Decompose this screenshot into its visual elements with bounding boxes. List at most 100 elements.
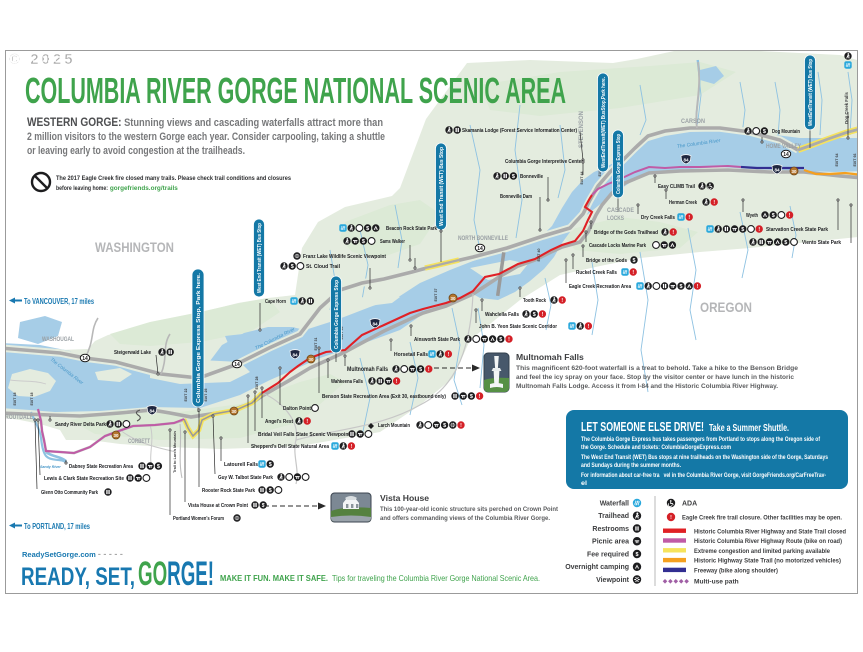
- svg-text:St. Cloud Trail: St. Cloud Trail: [306, 264, 340, 270]
- svg-text:STEVENSON: STEVENSON: [579, 111, 585, 148]
- svg-text:Wyeth: Wyeth: [746, 213, 758, 219]
- svg-text:Columbia Gorge Express Stop: Columbia Gorge Express Stop: [616, 134, 622, 194]
- svg-text:$: $: [262, 503, 265, 509]
- svg-text:Multi-use path: Multi-use path: [694, 579, 739, 586]
- svg-text:30: 30: [309, 357, 314, 362]
- svg-text:EXIT 18: EXIT 18: [13, 393, 17, 406]
- svg-text:and Sundays during the summer: and Sundays during the summer months.: [581, 462, 681, 469]
- svg-text:Dabney State Recreation Area: Dabney State Recreation Area: [69, 464, 134, 470]
- svg-text:Shepperd's Dell State Natural: Shepperd's Dell State Natural Area: [251, 444, 330, 450]
- svg-text:Rooster Rock State Park: Rooster Rock State Park: [202, 488, 255, 494]
- svg-text:!: !: [789, 213, 791, 219]
- svg-text:$: $: [499, 337, 502, 343]
- svg-text:Take a Summer Shuttle.: Take a Summer Shuttle.: [709, 423, 789, 434]
- svg-text:Eagle Creek Recreation Area: Eagle Creek Recreation Area: [569, 284, 632, 290]
- svg-text:!: !: [351, 444, 353, 450]
- svg-text:$: $: [784, 240, 787, 246]
- svg-text:The West End Transit (WET) Bus: The West End Transit (WET) Bus stops at …: [581, 454, 828, 461]
- svg-text:The 2017 Eagle Creek fire clos: The 2017 Eagle Creek fire closed many tr…: [56, 175, 291, 182]
- svg-text:!: !: [632, 270, 634, 276]
- svg-text:Guy W. Talbot State Park: Guy W. Talbot State Park: [218, 475, 273, 481]
- svg-text:HOME VALLEY: HOME VALLEY: [766, 143, 801, 150]
- svg-text:Viento State Park: Viento State Park: [802, 240, 841, 246]
- svg-text:Vista House: Vista House: [380, 493, 429, 503]
- svg-text:To VANCOUVER, 17 miles: To VANCOUVER, 17 miles: [24, 297, 94, 306]
- svg-text:Portland Women's Forum: Portland Women's Forum: [173, 516, 224, 522]
- svg-text:CASCADE: CASCADE: [607, 207, 634, 214]
- svg-text:$: $: [741, 227, 744, 233]
- svg-text:!: !: [448, 352, 450, 358]
- svg-text:2 million visitors to the west: 2 million visitors to the western Gorge …: [27, 131, 385, 143]
- svg-text:EXIT 37: EXIT 37: [434, 289, 438, 302]
- svg-text:!: !: [396, 379, 398, 385]
- svg-text:Larch Mountain: Larch Mountain: [378, 423, 410, 429]
- svg-text:ADA: ADA: [682, 501, 697, 508]
- svg-text:Benson State Recreation Area (: Benson State Recreation Area (Exit 30, e…: [322, 394, 446, 400]
- svg-text:30: 30: [114, 433, 119, 438]
- svg-text:Multnomah Falls Lodge. Access: Multnomah Falls Lodge. Access it from I-…: [516, 383, 778, 390]
- svg-text:West End Transit (WET) Bus Sto: West End Transit (WET) Bus Stop: [257, 223, 263, 293]
- svg-text:before leaving home: gorgefrie: before leaving home: gorgefriends.org/tr…: [56, 185, 178, 192]
- svg-text:Lewis & Clark State Recreation: Lewis & Clark State Recreation Site: [44, 476, 124, 482]
- svg-text:$: $: [443, 423, 446, 429]
- svg-text:EXIT 44: EXIT 44: [580, 172, 584, 185]
- svg-text:Sams Walker: Sams Walker: [380, 239, 406, 245]
- svg-text:Herman Creek: Herman Creek: [669, 200, 697, 206]
- svg-text:84: 84: [683, 158, 689, 163]
- svg-text:ReadySetGorge.com - - - - -: ReadySetGorge.com - - - - -: [22, 549, 123, 559]
- svg-text:WestEndTransit (WET) Bus Stop: WestEndTransit (WET) Bus Stop: [808, 59, 814, 126]
- svg-text:!: !: [542, 312, 544, 318]
- svg-text:!: !: [588, 324, 590, 330]
- svg-text:!: !: [479, 394, 481, 400]
- svg-text:30: 30: [232, 409, 237, 414]
- svg-text:Skamania Lodge (Forest Service: Skamania Lodge (Forest Service Informati…: [462, 128, 577, 134]
- svg-text:!: !: [306, 419, 308, 425]
- svg-text:CORBETT: CORBETT: [128, 438, 151, 445]
- svg-text:Wahkeena Falls: Wahkeena Falls: [331, 379, 363, 385]
- svg-text:West End Transit (WET) Bus Sto: West End Transit (WET) Bus Stop: [439, 147, 445, 226]
- svg-text:84: 84: [149, 409, 155, 414]
- svg-text:Cascade Locks Marine Park: Cascade Locks Marine Park: [589, 243, 646, 249]
- svg-text:Historic Highway State Trail (: Historic Highway State Trail (no motoriz…: [694, 558, 841, 565]
- svg-text:GORGE!: GORGE!: [138, 555, 214, 593]
- svg-text:Overnight camping: Overnight camping: [565, 564, 629, 571]
- svg-text:Wahclella Falls: Wahclella Falls: [485, 312, 519, 318]
- svg-text:For information about car-free: For information about car-free tra vel i…: [581, 472, 826, 479]
- svg-text:CARSON: CARSON: [681, 118, 705, 125]
- svg-text:WASHINGTON: WASHINGTON: [95, 240, 174, 255]
- svg-text:Historic Columbia River Highwa: Historic Columbia River Highway and Stat…: [694, 528, 846, 535]
- svg-text:Franz Lake Wildlife Scenic Vie: Franz Lake Wildlife Scenic Viewpoint: [303, 254, 386, 260]
- svg-text:$: $: [636, 552, 639, 558]
- svg-text:Steigerwald Lake: Steigerwald Lake: [114, 350, 151, 356]
- svg-text:Picnic area: Picnic area: [592, 539, 629, 546]
- svg-text:Dalton Point: Dalton Point: [283, 406, 311, 412]
- svg-text:84: 84: [774, 168, 780, 173]
- svg-text:!: !: [508, 337, 510, 343]
- svg-text:COLUMBIA RIVER GORGE NATIONAL: COLUMBIA RIVER GORGE NATIONAL SCENIC ARE…: [25, 70, 566, 111]
- svg-text:EXIT 31: EXIT 31: [314, 338, 318, 351]
- svg-text:$: $: [291, 264, 294, 270]
- svg-text:Beacon Rock State Park: Beacon Rock State Park: [386, 226, 437, 232]
- svg-text:This 100-year-old iconic struc: This 100-year-old iconic structure sits …: [380, 506, 558, 513]
- svg-text:$: $: [366, 226, 369, 232]
- svg-text:$: $: [269, 488, 272, 494]
- svg-text:14: 14: [783, 152, 789, 158]
- svg-text:!: !: [697, 284, 699, 290]
- svg-text:Latourell Falls: Latourell Falls: [224, 462, 258, 468]
- svg-text:LET SOMEONE ELSE DRIVE!: LET SOMEONE ELSE DRIVE!: [581, 420, 704, 434]
- svg-text:READY, SET,: READY, SET,: [21, 563, 135, 591]
- svg-text:$: $: [533, 312, 536, 318]
- svg-text:Bonneville: Bonneville: [520, 174, 543, 180]
- svg-text:$: $: [772, 213, 775, 219]
- svg-text:To PORTLAND, 17 miles: To PORTLAND, 17 miles: [24, 522, 90, 531]
- svg-text:Sandy River Delta Park: Sandy River Delta Park: [55, 422, 106, 428]
- svg-text:The Columbia Gorge Express bus: The Columbia Gorge Express bus takes pas…: [581, 436, 821, 443]
- svg-text:EXIT 64: EXIT 64: [835, 154, 839, 167]
- svg-text:Easy CLIMB Trail: Easy CLIMB Trail: [658, 184, 695, 190]
- svg-text:EXIT 35: EXIT 35: [340, 327, 344, 340]
- svg-text:$: $: [470, 394, 473, 400]
- svg-text:WESTERN GORGE: Stunning views: WESTERN GORGE: Stunning views and cascad…: [27, 115, 383, 129]
- svg-text:!: !: [713, 200, 715, 206]
- svg-text:LOCKS: LOCKS: [607, 215, 624, 222]
- svg-text:Starvation Creek State Park: Starvation Creek State Park: [766, 227, 828, 233]
